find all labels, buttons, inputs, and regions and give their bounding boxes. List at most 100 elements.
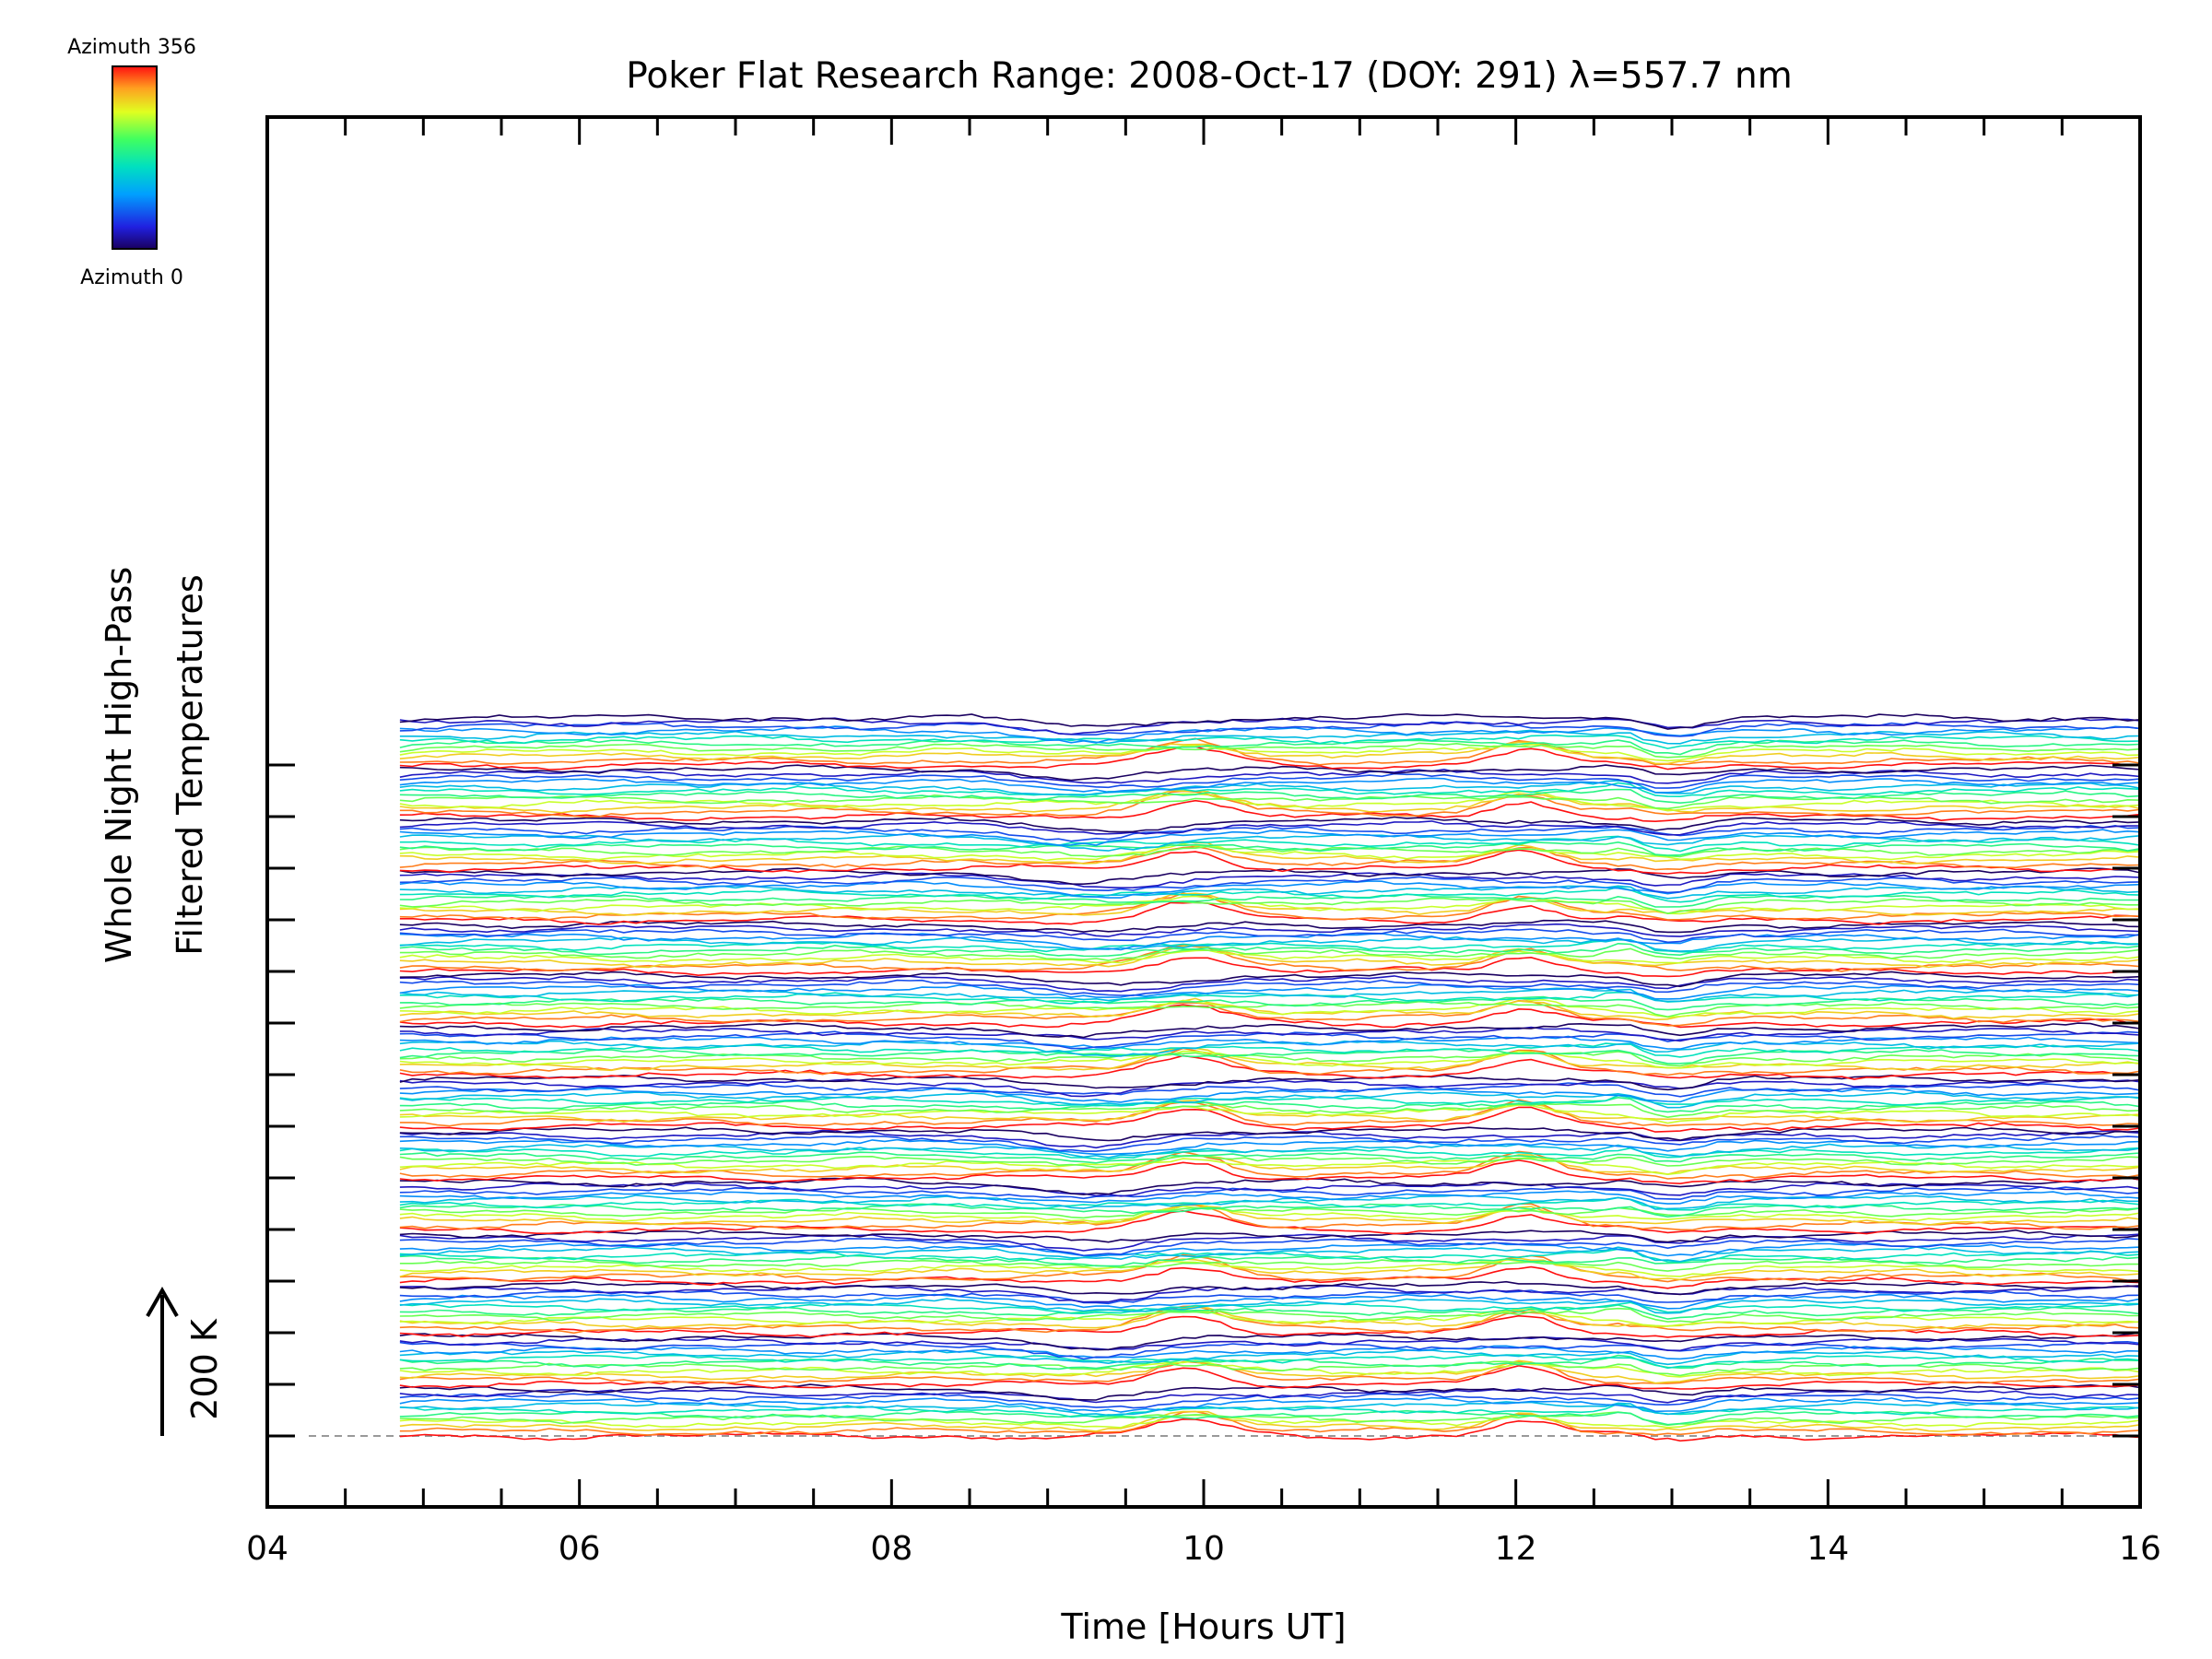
trace-line [399,1047,2141,1072]
trace-line [399,1259,2140,1272]
trace-line [399,1257,2141,1281]
trace-line [399,901,2141,925]
trace-line [399,895,2141,915]
trace-line [399,790,2141,818]
trace-line [399,1143,2141,1159]
trace-line [399,1155,2141,1169]
trace-line [399,1280,2141,1296]
trace-line [399,928,2141,944]
trace-line [399,742,2141,759]
trace-line [399,743,2141,762]
trace-line [399,1293,2141,1310]
trace-line [399,935,2141,952]
x-tick-labels: 04 06 08 10 12 14 16 [246,1530,2161,1568]
trace-line [399,1050,2141,1069]
trace-line [399,949,2141,964]
trace-line [399,1051,2141,1067]
trace-line [399,824,2141,842]
trace-line [399,1181,2141,1197]
trace-line [399,923,2141,937]
trace-line [399,746,2141,771]
trace-line [399,880,2141,899]
trace-line [399,1104,2141,1124]
trace-line [399,1159,2141,1185]
trace-line [399,772,2141,789]
trace-line [399,1410,2141,1437]
trace-line [399,1078,2141,1098]
trace-line [399,1359,2141,1384]
trace-line [399,1401,2141,1417]
trace-line [399,947,2141,961]
x-tick-label: 06 [559,1530,601,1568]
chart-title: Poker Flat Research Range: 2008-Oct-17 (… [626,55,1792,97]
trace-line [399,789,2141,814]
trace-line [399,768,2141,784]
trace-line [399,737,2141,766]
trace-line [399,1258,2141,1277]
trace-line [399,816,2141,833]
plot-frame [265,115,2142,1509]
trace-line [399,1349,2141,1366]
trace-line [399,1048,2141,1065]
colorbar-top-label: Azimuth 356 [67,36,196,59]
scale-arrow [146,1286,179,1436]
trace-line [399,983,2141,1000]
trace-line [399,1099,2141,1124]
trace-line [399,841,2141,856]
trace-line [399,1354,2141,1370]
trace-line [399,1035,2141,1050]
trace-line [399,741,2141,765]
trace-line [399,1126,2141,1142]
trace-line [399,938,2141,953]
x-tick-label: 10 [1182,1530,1225,1568]
trace-line [399,1229,2141,1243]
colorbar [112,65,158,250]
trace-line [399,1150,2141,1180]
trace-line [399,987,2141,1003]
trace-line [399,1054,2141,1080]
trace-line [399,1091,2141,1109]
trace-line [399,1360,2141,1385]
trace-line [399,945,2141,972]
trace-line [399,1196,2141,1211]
trace-line [399,1099,2141,1127]
trace-line [399,919,2141,934]
trace-line [399,971,2141,988]
trace-line [399,886,2141,903]
x-tick-label: 12 [1495,1530,1537,1568]
trace-line [399,1411,2141,1427]
colorbar-bottom-label: Azimuth 0 [80,266,183,289]
trace-line [399,845,2141,871]
trace-line [399,1364,2141,1390]
y-axis-label: Whole Night High-Pass Filtered Temperatu… [99,567,210,963]
trace-line [399,1248,2141,1263]
trace-line [399,1000,2141,1018]
trace-line [399,1042,2141,1058]
scale-marker-label: 200 K [184,1318,225,1420]
x-tick-label: 08 [870,1530,912,1568]
trace-line [399,1359,2141,1378]
trace-line [399,1335,2141,1352]
trace-line [399,876,2141,894]
trace-line [399,782,2141,798]
trace-line [399,777,2141,794]
trace-line [399,799,2141,823]
trace-line [399,829,2141,846]
trace-line [399,892,2141,921]
trace-line [399,1304,2141,1320]
trace-line [399,1241,2141,1257]
trace-line [399,1082,2141,1098]
trace-line [399,1135,2141,1152]
trace-line [399,1383,2141,1401]
trace-line [399,892,2141,916]
trace-line [399,1237,2141,1257]
trace-line [399,1306,2141,1329]
trace-line [399,1307,2140,1324]
trace-line [399,842,2141,862]
trace-line [399,1157,2141,1176]
trace-line [399,1205,2141,1223]
trace-line [399,979,2141,996]
trace-line [399,1106,2141,1133]
trace-line [399,1246,2141,1263]
